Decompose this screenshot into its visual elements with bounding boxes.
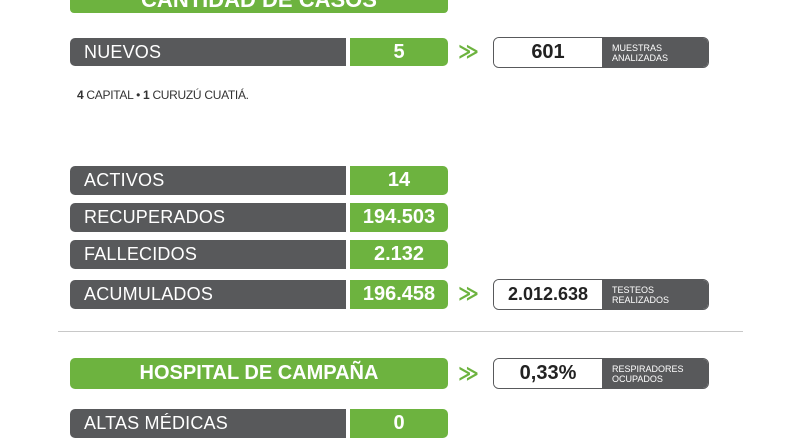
chevron-right-icon: ≫ bbox=[458, 363, 479, 385]
section-header-title: CANTIDAD DE CASOS bbox=[141, 0, 377, 13]
altas-label-box: ALTAS MÉDICAS bbox=[70, 409, 346, 438]
section-header-cantidad-casos: CANTIDAD DE CASOS bbox=[70, 0, 448, 13]
stat-value-box: 194.503 bbox=[350, 203, 448, 232]
muestras-caption-line2: ANALIZADAS bbox=[612, 52, 669, 63]
fallecidos-label: FALLECIDOS bbox=[84, 244, 198, 264]
section-divider bbox=[58, 331, 743, 332]
muestras-caption-line1: MUESTRAS bbox=[612, 42, 663, 53]
altas-value-box: 0 bbox=[350, 409, 448, 438]
nuevos-label-box: NUEVOS bbox=[70, 38, 346, 66]
detalle-t1: CAPITAL bbox=[86, 88, 134, 102]
chevron-right-icon: ≫ bbox=[458, 283, 479, 305]
detalle-n2: 1 bbox=[143, 88, 150, 102]
respiradores-caption-line2: OCUPADOS bbox=[612, 373, 663, 384]
testeos-caption: TESTEOS REALIZADOS bbox=[602, 280, 708, 309]
altas-value: 0 bbox=[393, 412, 405, 434]
section-header-hospital: HOSPITAL DE CAMPAÑA bbox=[70, 358, 448, 389]
altas-label: ALTAS MÉDICAS bbox=[84, 413, 228, 433]
chevron-right-icon: ≫ bbox=[458, 41, 479, 63]
respiradores-pill: 0,33% RESPIRADORES OCUPADOS bbox=[493, 358, 709, 389]
stat-value-box: 196.458 bbox=[350, 280, 448, 309]
respiradores-value: 0,33% bbox=[494, 359, 602, 388]
testeos-caption-line1: TESTEOS bbox=[612, 284, 655, 295]
detalle-t2: CURUZÚ CUATIÁ. bbox=[152, 88, 249, 102]
respiradores-caption-line1: RESPIRADORES bbox=[612, 363, 684, 374]
nuevos-value-box: 5 bbox=[350, 38, 448, 66]
fallecidos-value: 2.132 bbox=[373, 243, 425, 265]
recuperados-label: RECUPERADOS bbox=[84, 207, 226, 227]
testeos-caption-line2: REALIZADOS bbox=[612, 294, 670, 305]
stat-label-box: FALLECIDOS bbox=[70, 240, 346, 269]
testeos-pill: 2.012.638 TESTEOS REALIZADOS bbox=[493, 279, 709, 310]
nuevos-detalle: 4 CAPITAL • 1 CURUZÚ CUATIÁ. bbox=[77, 88, 249, 102]
muestras-pill: 601 MUESTRAS ANALIZADAS bbox=[493, 37, 709, 68]
hospital-title: HOSPITAL DE CAMPAÑA bbox=[139, 362, 379, 384]
detalle-sep: • bbox=[136, 88, 140, 102]
detalle-n1: 4 bbox=[77, 88, 84, 102]
acumulados-label: ACUMULADOS bbox=[84, 284, 214, 304]
acumulados-value: 196.458 bbox=[362, 283, 436, 305]
stat-label-box: RECUPERADOS bbox=[70, 203, 346, 232]
stat-value-box: 14 bbox=[350, 166, 448, 195]
recuperados-value: 194.503 bbox=[362, 206, 436, 228]
testeos-value: 2.012.638 bbox=[494, 280, 602, 309]
respiradores-caption: RESPIRADORES OCUPADOS bbox=[602, 359, 708, 388]
stat-label-box: ACUMULADOS bbox=[70, 280, 346, 309]
activos-label: ACTIVOS bbox=[84, 170, 165, 190]
activos-value: 14 bbox=[387, 169, 411, 191]
stat-label-box: ACTIVOS bbox=[70, 166, 346, 195]
nuevos-label: NUEVOS bbox=[84, 41, 162, 62]
nuevos-value: 5 bbox=[393, 40, 405, 63]
muestras-value: 601 bbox=[494, 38, 602, 67]
stat-value-box: 2.132 bbox=[350, 240, 448, 269]
muestras-caption: MUESTRAS ANALIZADAS bbox=[602, 38, 708, 67]
